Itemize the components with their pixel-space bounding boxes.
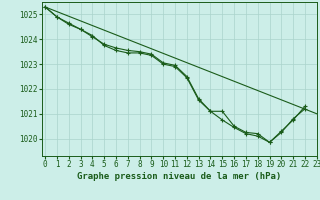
X-axis label: Graphe pression niveau de la mer (hPa): Graphe pression niveau de la mer (hPa)	[77, 172, 281, 181]
